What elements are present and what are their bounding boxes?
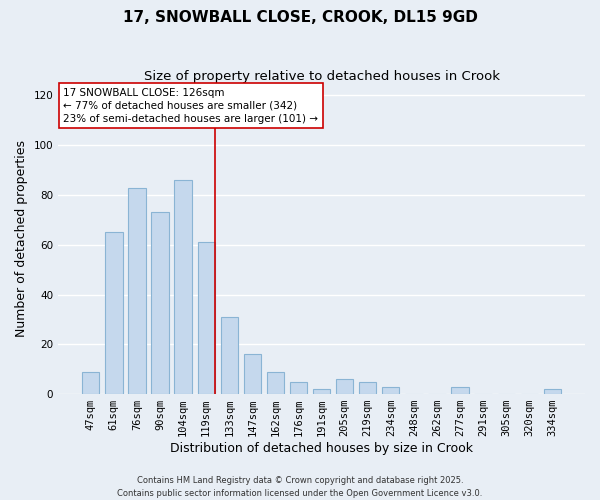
Bar — [221, 317, 238, 394]
Text: 17, SNOWBALL CLOSE, CROOK, DL15 9GD: 17, SNOWBALL CLOSE, CROOK, DL15 9GD — [122, 10, 478, 25]
Bar — [290, 382, 307, 394]
X-axis label: Distribution of detached houses by size in Crook: Distribution of detached houses by size … — [170, 442, 473, 455]
Bar — [544, 389, 561, 394]
Bar — [382, 386, 400, 394]
Bar — [244, 354, 261, 394]
Bar — [197, 242, 215, 394]
Bar — [313, 389, 330, 394]
Bar — [82, 372, 100, 394]
Bar — [267, 372, 284, 394]
Bar — [128, 188, 146, 394]
Bar — [359, 382, 376, 394]
Text: 17 SNOWBALL CLOSE: 126sqm
← 77% of detached houses are smaller (342)
23% of semi: 17 SNOWBALL CLOSE: 126sqm ← 77% of detac… — [64, 88, 319, 124]
Text: Contains HM Land Registry data © Crown copyright and database right 2025.
Contai: Contains HM Land Registry data © Crown c… — [118, 476, 482, 498]
Title: Size of property relative to detached houses in Crook: Size of property relative to detached ho… — [143, 70, 500, 83]
Bar — [336, 379, 353, 394]
Bar — [151, 212, 169, 394]
Bar — [451, 386, 469, 394]
Bar — [105, 232, 122, 394]
Bar — [175, 180, 192, 394]
Y-axis label: Number of detached properties: Number of detached properties — [15, 140, 28, 337]
